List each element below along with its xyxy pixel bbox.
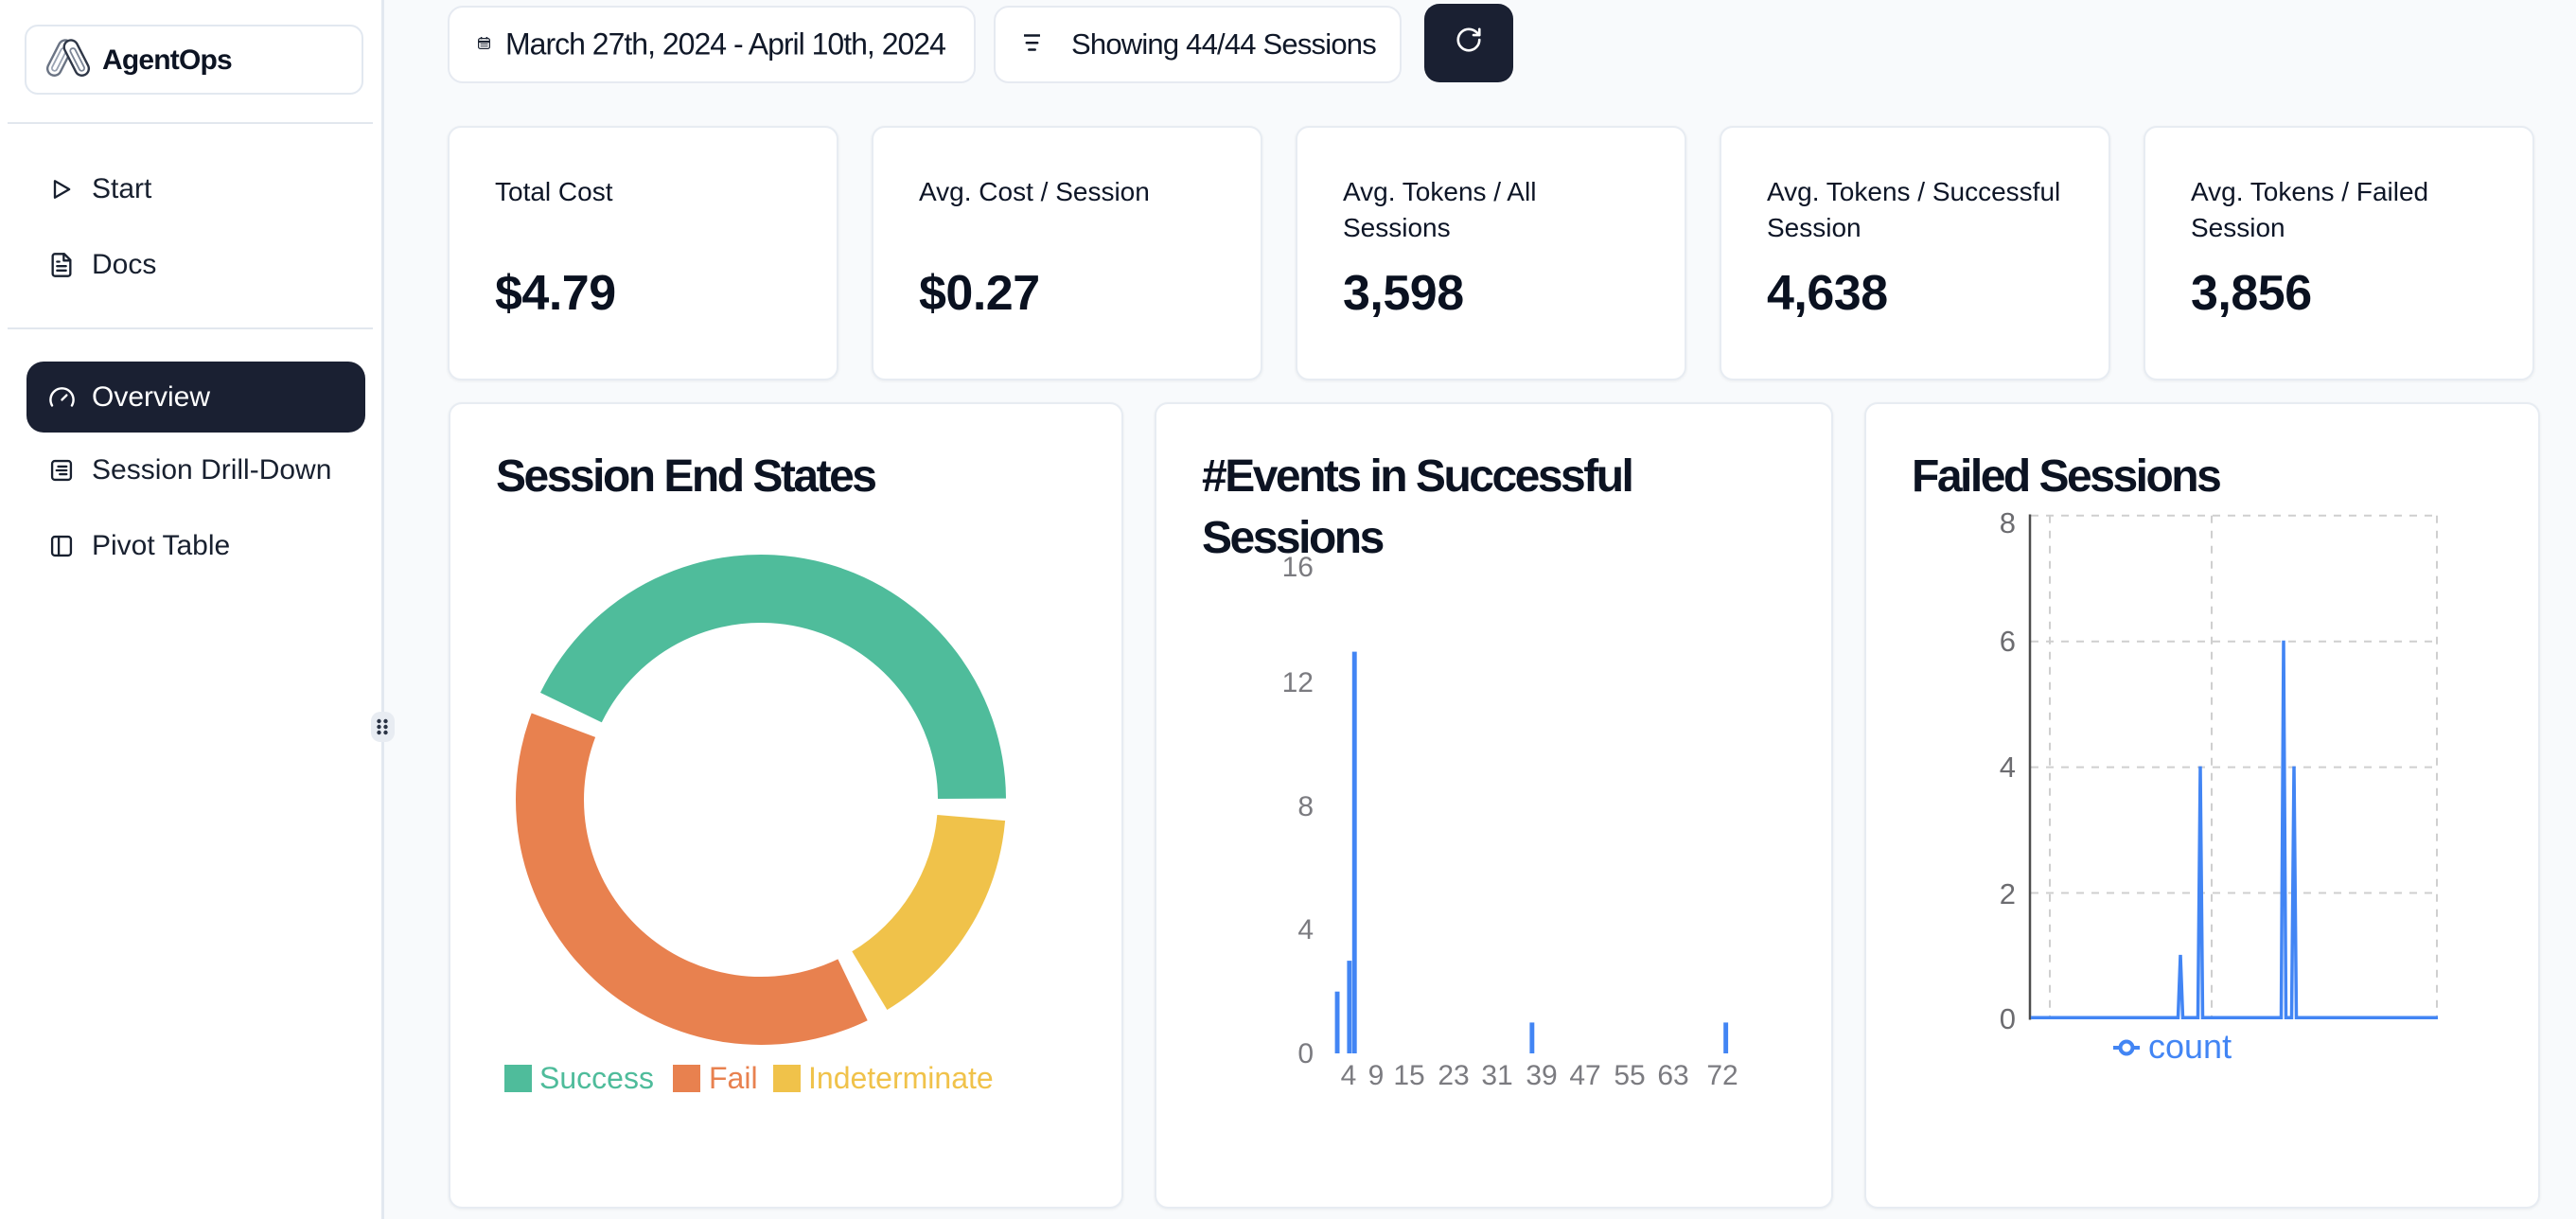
svg-text:Indeterminate: Indeterminate <box>808 1061 994 1095</box>
svg-text:0: 0 <box>1297 1038 1314 1069</box>
svg-text:count: count <box>2148 1027 2232 1066</box>
svg-text:23: 23 <box>1438 1060 1469 1091</box>
svg-text:0: 0 <box>2000 1002 2016 1035</box>
svg-text:55: 55 <box>1614 1060 1645 1091</box>
svg-text:4: 4 <box>1341 1060 1357 1091</box>
svg-text:8: 8 <box>1297 791 1314 822</box>
svg-text:4: 4 <box>2000 751 2016 784</box>
svg-text:9: 9 <box>1368 1060 1385 1091</box>
svg-text:72: 72 <box>1706 1060 1738 1091</box>
svg-text:16: 16 <box>1282 552 1314 583</box>
svg-text:6: 6 <box>2000 625 2016 658</box>
svg-text:12: 12 <box>1282 667 1314 698</box>
svg-text:47: 47 <box>1569 1060 1600 1091</box>
svg-text:31: 31 <box>1481 1060 1512 1091</box>
svg-text:63: 63 <box>1657 1060 1688 1091</box>
svg-text:39: 39 <box>1526 1060 1557 1091</box>
svg-text:Fail: Fail <box>709 1061 758 1095</box>
svg-text:4: 4 <box>1297 914 1314 945</box>
svg-text:15: 15 <box>1393 1060 1424 1091</box>
svg-text:2: 2 <box>2000 877 2016 910</box>
svg-text:8: 8 <box>2000 506 2016 539</box>
svg-text:Success: Success <box>539 1061 654 1095</box>
